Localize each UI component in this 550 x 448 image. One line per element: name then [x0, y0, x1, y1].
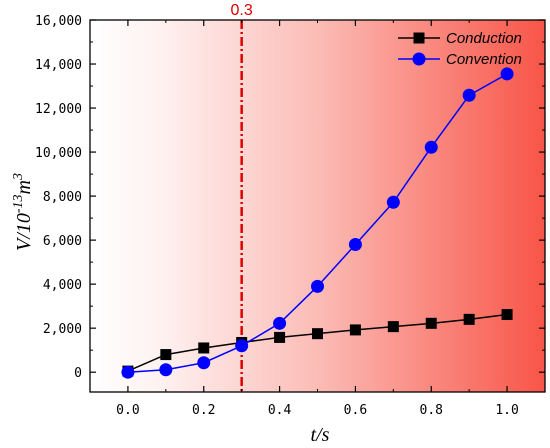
y-axis-title-base: V/10	[13, 213, 35, 251]
data-point-conduction	[463, 313, 475, 325]
legend-item-conduction: Conduction	[398, 30, 522, 47]
data-point-conduction	[160, 349, 172, 361]
y-tick-label: 6,000	[43, 234, 82, 249]
data-point-convention	[311, 279, 324, 293]
legend-item-convention: Convention	[398, 51, 522, 68]
y-axis-title-unit-exponent: 3	[11, 173, 26, 181]
x-axis-title: t/s	[311, 424, 330, 446]
data-point-convention	[348, 238, 362, 252]
y-tick-label: 4,000	[43, 278, 82, 293]
y-tick-label: 12,000	[35, 102, 82, 117]
data-point-convention	[386, 195, 400, 209]
data-point-convention	[462, 88, 476, 102]
series-convention	[121, 67, 514, 379]
x-tick-label: 0.4	[268, 403, 292, 418]
data-point-conduction	[274, 331, 286, 343]
legend-marker	[412, 52, 426, 66]
data-point-conduction	[198, 342, 210, 354]
y-axis-title-exponent: -13	[11, 195, 26, 214]
data-point-convention	[273, 316, 287, 330]
series-layer	[121, 67, 514, 379]
x-tick-label: 1.0	[495, 403, 518, 418]
data-point-convention	[159, 363, 173, 377]
x-tick-label: 0.6	[344, 403, 367, 418]
legend: Conduction Convention	[398, 30, 522, 68]
x-tick-label: 0.0	[116, 403, 139, 418]
data-point-conduction	[349, 324, 361, 336]
x-tick-label: 0.2	[192, 403, 215, 418]
y-tick-label: 10,000	[35, 146, 82, 161]
y-tick-label: 8,000	[43, 190, 82, 205]
annotation-label: 0.3	[231, 2, 253, 19]
legend-marker	[413, 32, 425, 44]
y-tick-label: 2,000	[43, 322, 82, 337]
legend-label: Conduction	[446, 30, 522, 47]
data-point-convention	[235, 339, 249, 353]
data-point-convention	[121, 365, 135, 379]
data-point-convention	[500, 67, 514, 81]
y-tick-label: 14,000	[35, 58, 82, 73]
data-point-conduction	[501, 309, 513, 321]
y-tick-label: 16,000	[35, 14, 82, 29]
data-point-convention	[424, 140, 438, 154]
axes-layer: 0.0 0.2 0.4 0.6 0.8 1.0 0 2,000 4,000 6,000 8,000 1…	[35, 14, 546, 418]
data-point-conduction	[425, 317, 437, 329]
data-point-conduction	[312, 328, 323, 340]
y-tick-label: 0	[74, 366, 82, 381]
y-axis-title-unit: m	[13, 180, 35, 194]
y-axis-title: V/10-13m3	[11, 173, 35, 251]
legend-label: Convention	[446, 51, 522, 68]
data-point-convention	[197, 356, 211, 370]
data-point-conduction	[387, 321, 399, 333]
x-tick-label: 0.8	[420, 403, 443, 418]
